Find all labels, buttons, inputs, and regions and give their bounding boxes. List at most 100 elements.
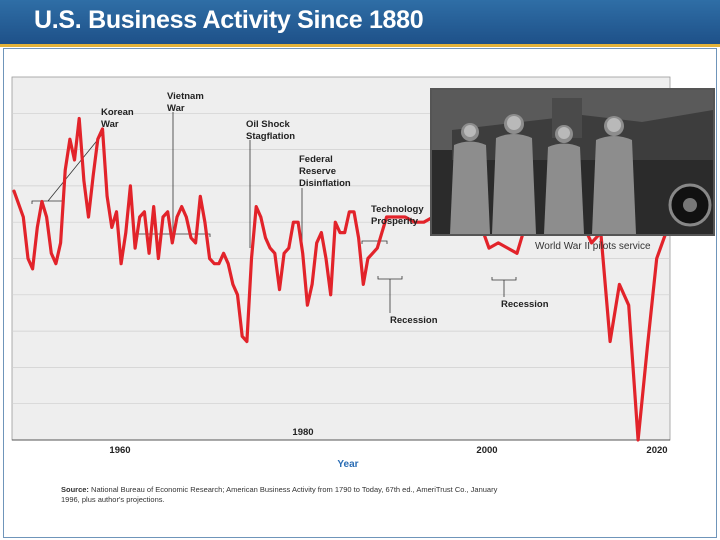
data-point-1937	[278, 288, 281, 291]
data-point-1933	[259, 216, 262, 218]
data-point-1913	[166, 210, 169, 213]
data-point-1888	[50, 252, 53, 255]
data-point-2014	[637, 439, 639, 441]
data-point-1931	[250, 257, 253, 260]
annotation-oil-shock: Oil Shock Stagflation	[246, 119, 295, 142]
tick-label-1960: 1960	[109, 445, 130, 456]
data-point-1904	[124, 231, 127, 234]
data-point-1880	[13, 190, 15, 193]
data-point-1898	[96, 138, 99, 141]
annotation-fed-reserve: Federal Reserve Disinflation	[299, 154, 351, 189]
tick-label-2000: 2000	[476, 445, 497, 456]
data-point-1889	[55, 262, 57, 265]
data-point-1950	[339, 231, 341, 234]
data-point-1894	[78, 117, 81, 120]
data-point-1882	[22, 216, 25, 218]
data-point-1944	[311, 283, 313, 286]
data-point-1925	[222, 252, 225, 255]
data-point-1896	[87, 216, 90, 218]
data-point-1919	[194, 242, 197, 244]
data-point-1901	[110, 226, 113, 229]
data-point-1947	[325, 257, 327, 260]
data-point-1884	[31, 268, 34, 270]
data-point-1928	[236, 293, 239, 296]
photo-caption: World War II pilots service	[535, 241, 651, 252]
data-point-1938	[283, 252, 285, 255]
data-point-2010	[618, 283, 621, 286]
data-point-1903	[120, 262, 122, 265]
data-point-1910	[152, 205, 155, 208]
data-point-1949	[334, 221, 337, 224]
data-point-1895	[83, 179, 85, 182]
data-point-1911	[157, 257, 160, 260]
data-point-1955	[362, 283, 365, 286]
data-point-1945	[315, 242, 318, 244]
data-point-1920	[199, 195, 202, 198]
data-point-1915	[176, 216, 178, 218]
data-point-1946	[320, 231, 323, 234]
data-point-1891	[64, 169, 67, 172]
annotation-recession-2: Recession	[501, 299, 549, 310]
data-point-1890	[59, 242, 62, 244]
data-point-2016	[646, 345, 649, 348]
data-point-1922	[208, 257, 211, 260]
data-point-1962	[395, 216, 397, 218]
data-point-1943	[306, 304, 309, 307]
data-point-1988	[516, 252, 518, 255]
data-point-1908	[143, 210, 146, 213]
data-point-1917	[185, 216, 188, 218]
data-point-1958	[376, 247, 379, 250]
data-point-1929	[241, 335, 244, 338]
source-note: Source: National Bureau of Economic Rese…	[61, 485, 501, 505]
pilots-photo-image	[432, 90, 713, 234]
data-point-1887	[45, 216, 48, 218]
annotation-technology: Technology Prosperity	[371, 204, 424, 227]
data-point-2008	[609, 340, 611, 343]
data-point-1953	[353, 210, 355, 213]
technology-bracket	[361, 240, 388, 244]
data-point-1982	[488, 247, 490, 250]
data-point-1959	[381, 231, 383, 234]
data-point-1964	[404, 216, 407, 218]
data-point-1926	[227, 262, 230, 265]
x-axis-title: Year	[337, 459, 358, 470]
data-point-1893	[73, 159, 76, 161]
data-point-1927	[232, 283, 234, 286]
data-point-1892	[69, 138, 71, 141]
data-point-1939	[287, 247, 290, 250]
data-point-1883	[27, 257, 29, 260]
data-point-1960	[385, 216, 388, 218]
data-point-1984	[497, 242, 500, 244]
data-point-1899	[101, 127, 104, 130]
pilots-photo	[430, 88, 715, 236]
data-point-2018	[655, 257, 658, 260]
data-point-1923	[213, 262, 216, 265]
source-text: National Bureau of Economic Research; Am…	[61, 485, 498, 504]
data-point-1921	[204, 221, 206, 224]
data-point-1924	[218, 262, 220, 265]
data-point-1918	[190, 236, 192, 239]
title-bar: U.S. Business Activity Since 1880	[0, 0, 720, 47]
data-point-1966	[413, 221, 416, 224]
korean-war-leader	[47, 131, 105, 202]
data-point-1912	[162, 216, 164, 218]
data-point-1905	[129, 185, 132, 187]
data-point-1957	[371, 252, 374, 255]
data-point-1916	[180, 205, 183, 208]
data-point-1906	[134, 247, 137, 250]
data-point-1930	[246, 340, 248, 343]
data-point-1940	[292, 221, 295, 224]
annotation-vietnam-war: Vietnam War	[167, 91, 204, 114]
data-point-1897	[92, 174, 95, 177]
tick-label-1980: 1980	[292, 427, 313, 438]
data-point-1886	[41, 200, 43, 203]
data-point-1986	[506, 247, 509, 250]
source-label: Source:	[61, 485, 89, 494]
data-point-1941	[297, 221, 299, 224]
data-point-1968	[422, 221, 425, 224]
data-point-1954	[357, 236, 360, 239]
data-point-1951	[343, 231, 346, 234]
data-point-1952	[348, 210, 351, 213]
data-point-1942	[301, 252, 304, 255]
